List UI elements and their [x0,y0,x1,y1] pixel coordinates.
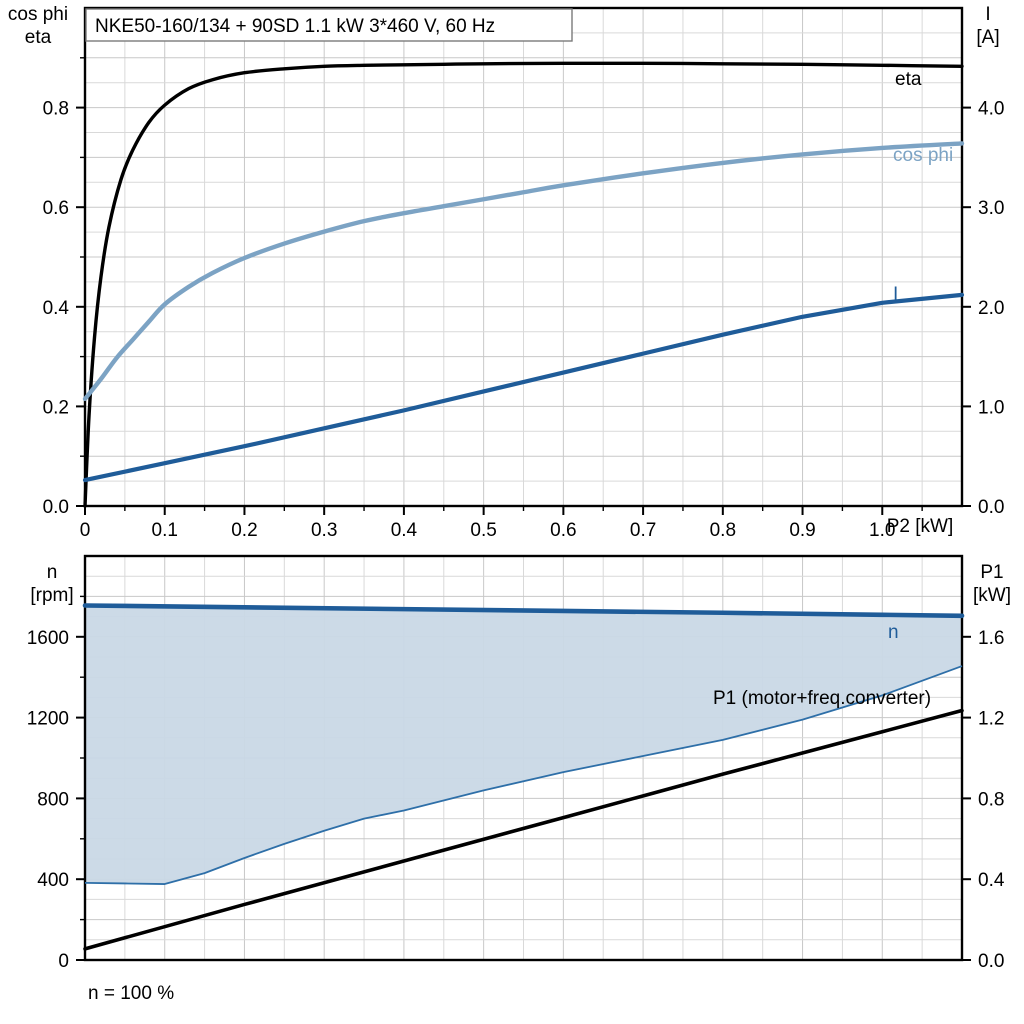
top-x-tick-label: 0.4 [391,520,418,541]
bottom-left-tick-label: 800 [37,789,69,810]
top-right-tick-label: 0.0 [978,497,1004,518]
p1-curve-label: P1 (motor+freq.converter) [713,688,931,709]
chart-title: NKE50-160/134 + 90SD 1.1 kW 3*460 V, 60 … [95,16,495,37]
bottom-left-tick-label: 400 [37,870,69,891]
top-left-tick-label: 0.4 [43,298,70,319]
top-right-tick-label: 2.0 [978,298,1004,319]
bottom-chart: 0 400 800 1200 1600 0.0 0.4 0.8 1.2 1.6 n [rpm] P… [27,556,1011,1004]
top-left-tick-label: 0.8 [43,99,69,120]
footer-note: n = 100 % [88,983,174,1004]
top-x-tick-label: 0.1 [152,520,178,541]
cos-phi-curve-label: cos phi [893,145,953,166]
top-chart: 0.0 0.2 0.4 0.6 0.8 0.0 1.0 2.0 3.0 4.0 0 0.1 0.2 0.3… [8,4,1005,541]
bottom-left-axis-label-line1: n [47,562,58,583]
current-curve-label: I [893,284,898,305]
top-x-tick-label: 0.7 [630,520,656,541]
top-left-tick-label: 0.2 [43,397,69,418]
eta-curve-label: eta [895,69,922,90]
bottom-right-axis-label-line1: P1 [980,562,1003,583]
pump-performance-chart-page: 0.0 0.2 0.4 0.6 0.8 0.0 1.0 2.0 3.0 4.0 0 0.1 0.2 0.3… [0,0,1024,1024]
top-left-axis-label-line1: cos phi [8,4,68,25]
top-x-tick-label: 0.6 [550,520,576,541]
top-x-tick-label: 0.5 [470,520,496,541]
bottom-left-tick-label: 1600 [27,628,69,649]
bottom-right-tick-label: 0.4 [978,870,1005,891]
speed-curve-label: n [888,622,899,643]
top-x-axis-label: P2 [kW] [887,516,954,537]
top-right-tick-label: 4.0 [978,99,1004,120]
bottom-left-axis-label-line2: [rpm] [30,585,73,606]
top-right-tick-label: 3.0 [978,198,1004,219]
top-x-tick-label: 0.3 [311,520,337,541]
bottom-left-tick-label: 1200 [27,709,69,730]
top-right-axis-label-line1: I [985,4,990,25]
bottom-right-tick-label: 0.8 [978,789,1004,810]
bottom-left-tick-label: 0 [58,951,69,972]
top-left-tick-label: 0.6 [43,198,69,219]
top-x-tick-label: 0.9 [789,520,815,541]
top-x-tick-label: 0 [80,520,91,541]
bottom-right-tick-label: 1.6 [978,628,1004,649]
bottom-right-axis-label-line2: [kW] [973,585,1011,606]
top-left-tick-label: 0.0 [43,497,69,518]
top-x-tick-label: 0.2 [231,520,257,541]
top-right-tick-label: 1.0 [978,397,1004,418]
top-right-axis-label-line2: [A] [976,27,999,48]
top-left-axis-label-line2: eta [25,27,52,48]
bottom-right-tick-label: 0.0 [978,951,1004,972]
chart-canvas: 0.0 0.2 0.4 0.6 0.8 0.0 1.0 2.0 3.0 4.0 0 0.1 0.2 0.3… [0,0,1024,1024]
top-chart-gridlines [85,8,962,506]
bottom-right-tick-label: 1.2 [978,709,1004,730]
top-x-tick-label: 0.8 [710,520,736,541]
